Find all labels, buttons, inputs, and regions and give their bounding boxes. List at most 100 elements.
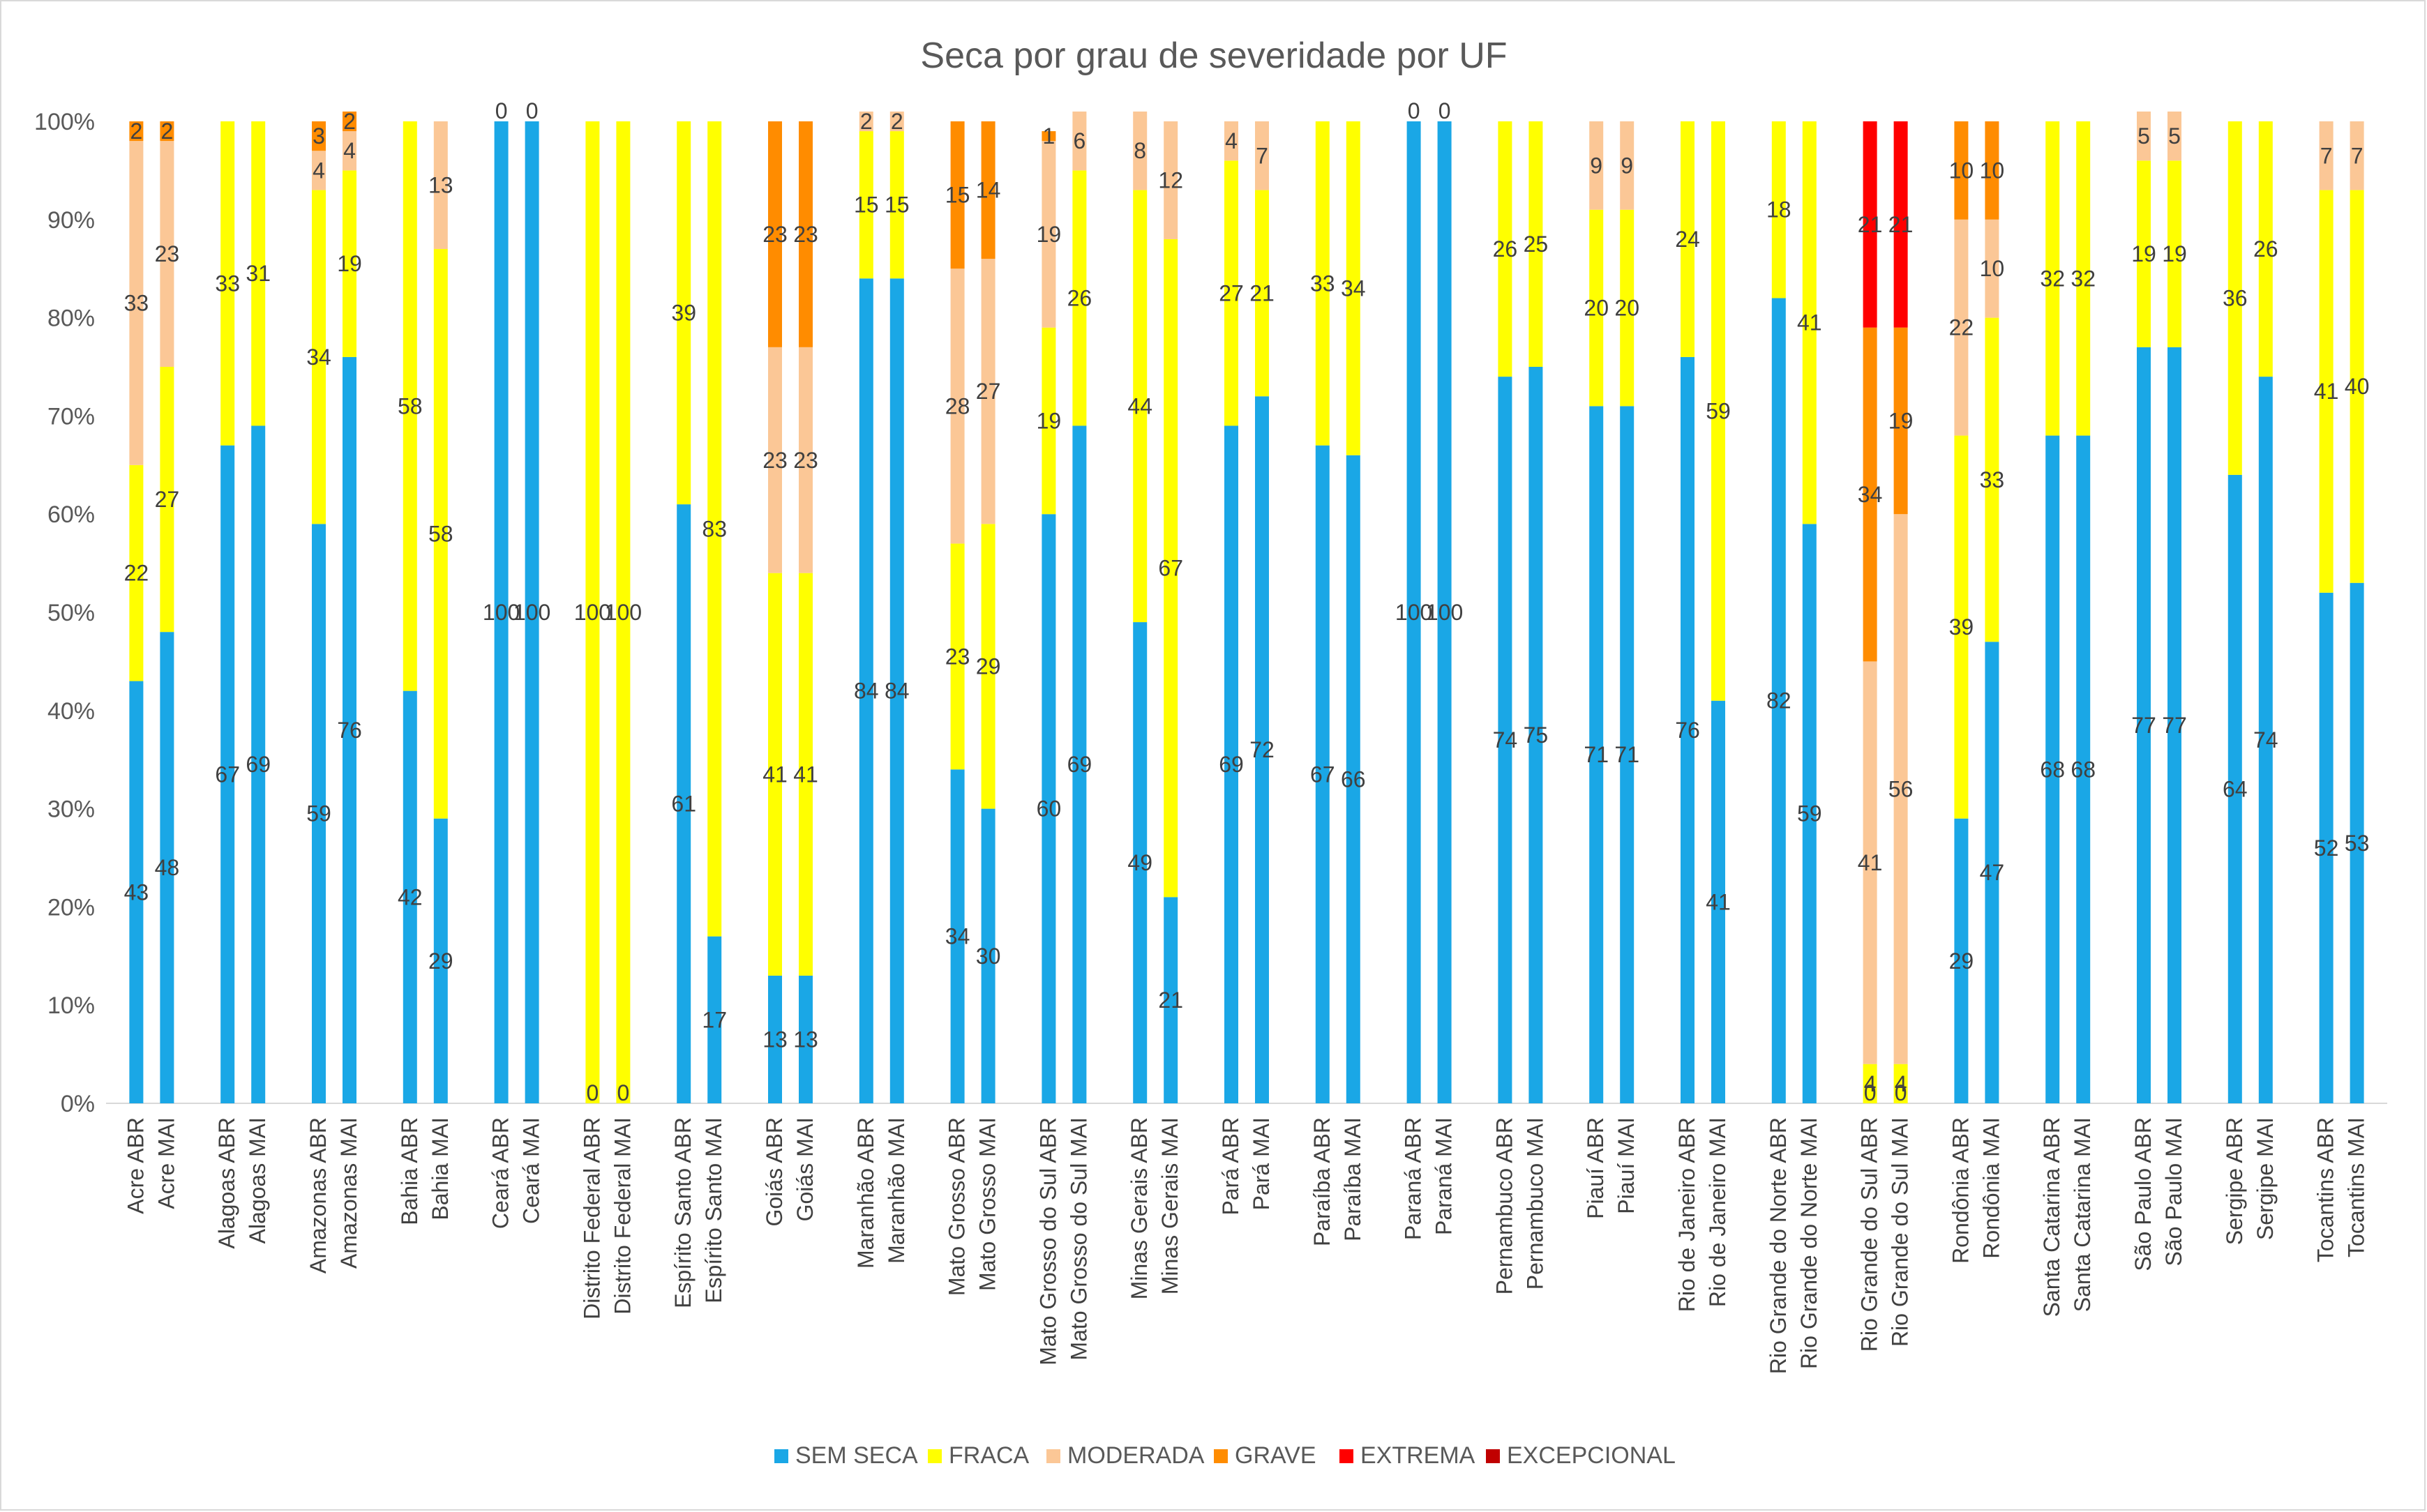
category-label: Acre ABR: [123, 1117, 148, 1214]
bar-segment-moderada: [2137, 111, 2151, 161]
bar-segment-moderada: [859, 111, 873, 132]
bar-segment-moderada: [768, 347, 782, 573]
bar-segment-sem-seca: [2227, 474, 2242, 1103]
category-label: Sergipe ABR: [2222, 1117, 2247, 1245]
bar-segment-moderada: [1224, 121, 1238, 161]
bar-segment-sem-seca: [160, 632, 174, 1103]
y-tick-label: 20%: [47, 894, 95, 921]
bar-segment-grave: [343, 111, 356, 132]
data-label: 71: [1584, 742, 1609, 767]
bar-segment-sem-seca: [799, 975, 813, 1103]
data-label: 19: [1888, 408, 1914, 433]
category-label: Rondônia MAI: [1978, 1117, 2004, 1259]
data-label: 22: [1949, 315, 1974, 340]
category-label: Acre MAI: [153, 1117, 179, 1209]
bar-segment-sem-seca: [1528, 367, 1543, 1103]
data-label: 100: [483, 600, 520, 625]
bar-segment-sem-seca: [1498, 377, 1512, 1103]
bar-segment-fraca: [1863, 1064, 1877, 1103]
bar-segment-sem-seca: [1346, 455, 1360, 1103]
bar-segment-moderada: [2167, 111, 2181, 161]
bar-segment-grave: [768, 121, 782, 347]
data-label: 23: [793, 222, 818, 247]
data-label: 4: [1895, 1071, 1907, 1096]
data-label: 10: [1949, 158, 1974, 183]
y-tick-label: 100%: [34, 109, 95, 135]
bar-segment-fraca: [1255, 190, 1269, 397]
data-label: 77: [2131, 713, 2156, 738]
bar-segment-grave: [1042, 131, 1056, 142]
data-label: 4: [1225, 128, 1238, 153]
category-label: Mato Grosso do Sul ABR: [1035, 1117, 1060, 1366]
legend-swatch: [774, 1449, 788, 1463]
data-label: 61: [671, 792, 696, 817]
data-labels: 4322332482723267336931593443761942425829…: [124, 98, 2370, 1105]
data-label: 76: [1675, 718, 1700, 743]
data-label: 40: [2345, 374, 2370, 399]
legend-label: FRACA: [949, 1442, 1030, 1469]
bar-segment-sem-seca: [1224, 425, 1238, 1103]
bar-segment-grave: [1893, 327, 1908, 515]
category-label: Rio de Janeiro MAI: [1705, 1117, 1730, 1307]
category-label: Pará MAI: [1249, 1117, 1274, 1210]
data-label: 20: [1584, 296, 1609, 321]
data-label: 0: [617, 1080, 630, 1105]
legend-label: GRAVE: [1235, 1442, 1316, 1469]
bar-segment-sem-seca: [1133, 622, 1148, 1103]
category-label: Mato Grosso MAI: [975, 1117, 1000, 1291]
bar-segment-grave: [950, 121, 965, 269]
bar-segment-sem-seca: [1954, 818, 1969, 1103]
bar-segment-moderada: [1255, 121, 1269, 190]
data-label: 59: [306, 801, 331, 826]
bar-segment-sem-seca: [2167, 347, 2181, 1104]
bar-segment-moderada: [2350, 121, 2364, 190]
data-label: 33: [124, 290, 149, 315]
bar-segment-fraca: [1133, 190, 1148, 623]
data-label: 44: [1127, 393, 1152, 418]
legend: SEM SECA FRACA MODERADA GRAVE EXTREMA EXCEPCI…: [774, 1442, 1676, 1469]
data-label: 3: [313, 123, 325, 149]
bar-segment-fraca: [1893, 1064, 1908, 1103]
category-label: Goiás ABR: [762, 1117, 787, 1227]
bar-segment-grave: [312, 121, 326, 151]
bar-segment-moderada: [433, 121, 448, 250]
data-label: 27: [155, 487, 180, 512]
data-label: 2: [161, 119, 174, 144]
bar-segment-sem-seca: [312, 524, 326, 1103]
data-label: 31: [246, 261, 271, 286]
bar-segment-fraca: [1528, 121, 1543, 367]
data-label: 32: [2040, 266, 2065, 291]
bar-segment-sem-seca: [1437, 121, 1452, 1103]
y-tick-label: 70%: [47, 403, 95, 430]
bar-segment-fraca: [1498, 121, 1512, 377]
data-label: 23: [762, 222, 788, 247]
bar-segment-fraca: [129, 464, 144, 681]
bar-segment-moderada: [1620, 121, 1635, 210]
category-label: Mato Grosso do Sul MAI: [1066, 1117, 1091, 1361]
category-label: Pernambuco ABR: [1491, 1117, 1517, 1294]
category-label: Ceará MAI: [519, 1117, 544, 1224]
category-label: São Paulo ABR: [2131, 1117, 2156, 1271]
data-label: 0: [526, 98, 539, 123]
data-label: 67: [1310, 762, 1335, 787]
data-label: 21: [1249, 280, 1275, 305]
bar-segment-sem-seca: [1985, 642, 1999, 1103]
data-label: 19: [1037, 222, 1062, 247]
data-label: 100: [1395, 600, 1432, 625]
category-label: Piauí MAI: [1614, 1117, 1639, 1214]
bar-segment-sem-seca: [1771, 298, 1786, 1104]
data-label: 26: [1493, 236, 1518, 262]
data-label: 14: [976, 178, 1001, 203]
bar-segment-fraca: [707, 121, 722, 937]
data-label: 39: [1949, 614, 1974, 640]
bar-segment-sem-seca: [129, 681, 144, 1103]
bar-segment-fraca: [312, 190, 326, 524]
data-label: 2: [130, 119, 143, 144]
data-label: 36: [2223, 285, 2248, 310]
data-label: 13: [428, 173, 453, 198]
bar-segment-extrema: [1863, 121, 1877, 328]
bar-segment-sem-seca: [859, 278, 873, 1103]
bar-segment-fraca: [1589, 209, 1604, 407]
bar-segment-fraca: [1164, 239, 1178, 898]
bar-segment-fraca: [1681, 121, 1695, 357]
